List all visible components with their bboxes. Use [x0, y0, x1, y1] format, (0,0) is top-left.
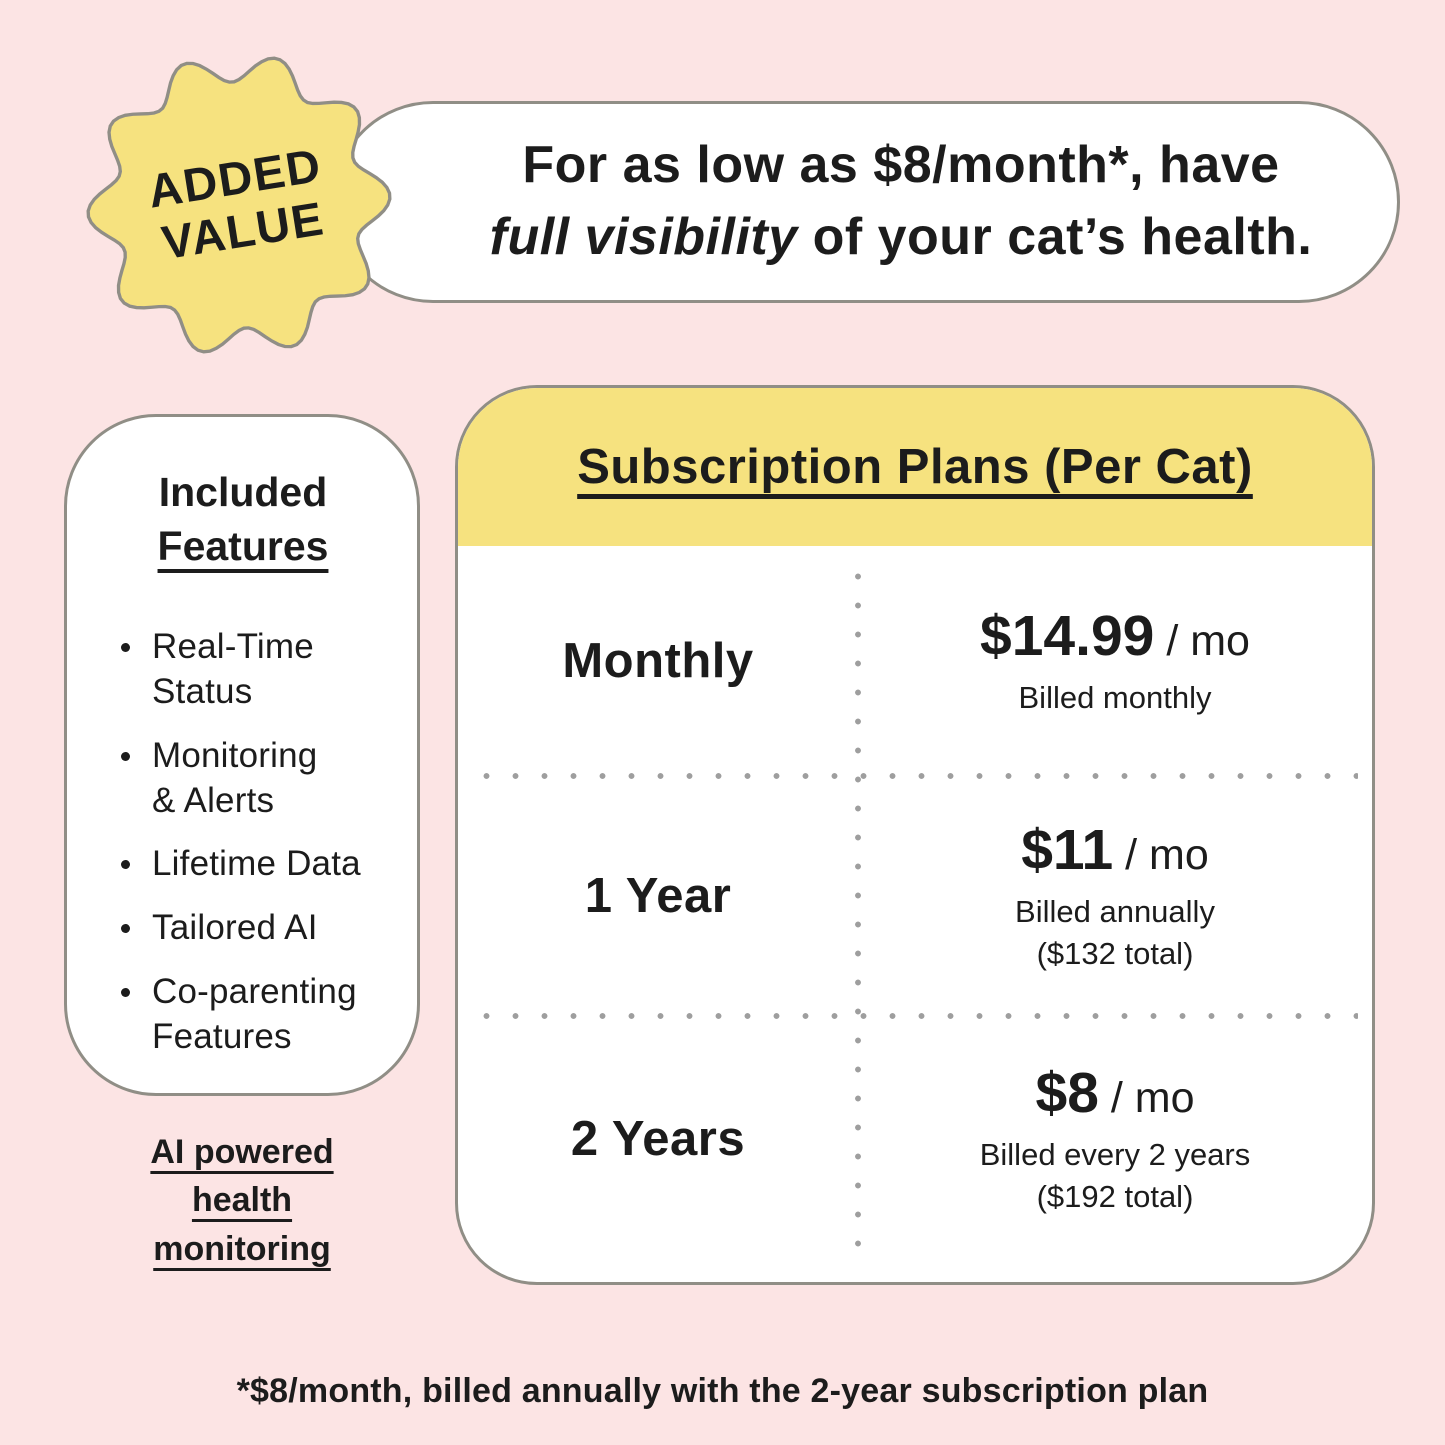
- plan-price: $14.99: [980, 604, 1155, 669]
- ai-health-tagline: AI powered health monitoring: [150, 1133, 334, 1268]
- bullet-icon: [121, 988, 130, 997]
- added-value-badge: ADDED VALUE: [82, 48, 396, 362]
- badge-seal-icon: [86, 56, 392, 354]
- footnote: *$8/month, billed annually with the 2-ye…: [236, 1372, 1209, 1410]
- feature-label: Tailored AI: [152, 908, 318, 948]
- subscription-plans-card: Subscription Plans (Per Cat) Monthly $14…: [455, 385, 1375, 1285]
- included-features-card: Included Features Real-Time Status Monit…: [64, 414, 420, 1096]
- badge-label: ADDED VALUE: [144, 138, 328, 270]
- plans-table: Monthly $14.99 / mo Billed monthly 1 Yea…: [458, 546, 1372, 1282]
- plan-billing-note: Billed every 2 years: [979, 1136, 1251, 1172]
- plan-total-note: ($132 total): [1036, 936, 1194, 971]
- feature-label: Real-Time Status: [152, 627, 314, 712]
- plan-billing-note: Billed monthly: [1018, 680, 1212, 716]
- list-item: Monitoring & Alerts: [119, 734, 387, 824]
- feature-label: Lifetime Data: [152, 844, 361, 884]
- vertical-dotted-divider: [855, 562, 861, 1254]
- horizontal-dotted-divider: [472, 1013, 1358, 1019]
- table-row: Monthly $14.99 / mo Billed monthly: [458, 546, 1372, 776]
- plan-term: 1 Year: [584, 869, 732, 923]
- feature-label: Monitoring & Alerts: [152, 735, 318, 820]
- plan-price-line: $11 / mo: [1021, 817, 1209, 883]
- list-item: Real-Time Status: [119, 625, 387, 715]
- plan-price: $11: [1021, 818, 1114, 883]
- features-title-line-1: Included: [158, 469, 328, 515]
- headline-line-1: For as low as $8/month*, have: [522, 136, 1280, 195]
- plan-price-cell: $14.99 / mo Billed monthly: [858, 546, 1372, 776]
- table-row: 2 Years $8 / mo Billed every 2 years ($1…: [458, 1016, 1372, 1261]
- headline-italic-phrase: full visibility: [489, 208, 798, 266]
- list-item: Lifetime Data: [119, 842, 387, 887]
- list-item: Tailored AI: [119, 906, 387, 951]
- plan-price: $8: [1035, 1060, 1099, 1125]
- plans-header: Subscription Plans (Per Cat): [458, 388, 1372, 546]
- features-title-line-2: Features: [157, 523, 329, 570]
- plan-price-line: $8 / mo: [1036, 1060, 1195, 1126]
- headline-line-2: full visibility of your cat’s health.: [490, 202, 1313, 274]
- plan-price-cell: $11 / mo Billed annually ($132 total): [858, 776, 1372, 1016]
- bullet-icon: [121, 924, 130, 934]
- plan-billing-note: Billed annually: [1015, 894, 1215, 930]
- plan-term: 2 Years: [570, 1111, 746, 1166]
- plan-price-unit: / mo: [1154, 617, 1250, 666]
- headline-banner: For as low as $8/month*, have full visib…: [332, 101, 1400, 303]
- plan-term: Monthly: [562, 634, 754, 688]
- added-value-badge-shape: [86, 56, 392, 354]
- features-title: Included Features: [119, 465, 367, 573]
- headline-line-2-rest: of your cat’s health.: [797, 208, 1313, 266]
- horizontal-dotted-divider: [472, 773, 1358, 779]
- bullet-icon: [121, 643, 130, 653]
- bullet-icon: [121, 860, 130, 870]
- plan-price-cell: $8 / mo Billed every 2 years ($192 total…: [858, 1016, 1372, 1261]
- plan-price-line: $14.99 / mo: [980, 603, 1250, 669]
- plan-price-unit: / mo: [1113, 831, 1209, 880]
- bullet-icon: [121, 751, 130, 761]
- plan-price-unit: / mo: [1098, 1073, 1195, 1122]
- plan-total-note: ($192 total): [1036, 1178, 1194, 1214]
- features-list: Real-Time Status Monitoring & Alerts Lif…: [119, 625, 387, 1059]
- feature-label: Co-parenting Features: [152, 972, 357, 1056]
- list-item: Co-parenting Features: [119, 970, 387, 1060]
- plans-title: Subscription Plans (Per Cat): [577, 440, 1253, 494]
- table-row: 1 Year $11 / mo Billed annually ($132 to…: [458, 776, 1372, 1016]
